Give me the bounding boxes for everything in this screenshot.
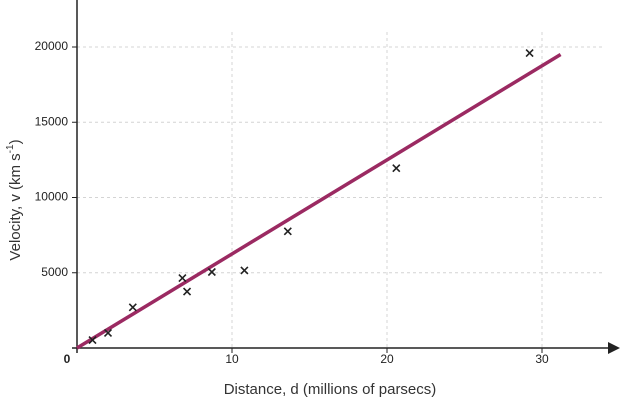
- fit-line: [76, 53, 562, 350]
- y-axis-title: Velocity, v (km s-1): [5, 139, 24, 260]
- point: [240, 266, 249, 275]
- x-axis-title: Distance, d (millions of parsecs): [224, 381, 437, 398]
- x-tick-label: 20: [380, 352, 394, 366]
- y-tick-label: 5000: [41, 265, 68, 279]
- point: [103, 328, 113, 338]
- point: [207, 267, 216, 277]
- y-tick-label: 15000: [35, 114, 69, 128]
- x-tick-label: 0: [64, 352, 71, 366]
- y-tick-label: 20000: [35, 39, 69, 53]
- point: [178, 273, 187, 283]
- y-title-sup: -1: [5, 144, 16, 153]
- point: [392, 164, 401, 173]
- point: [182, 287, 192, 296]
- point: [525, 48, 534, 58]
- x-tick-label: 10: [225, 352, 239, 366]
- x-tick-label: 30: [535, 352, 549, 366]
- y-tick-label: 10000: [35, 190, 69, 204]
- y-title-text: Velocity, v (km s: [7, 153, 24, 260]
- y-title-close: ): [7, 139, 24, 144]
- point: [283, 227, 292, 236]
- point: [128, 303, 137, 312]
- point: [88, 335, 97, 345]
